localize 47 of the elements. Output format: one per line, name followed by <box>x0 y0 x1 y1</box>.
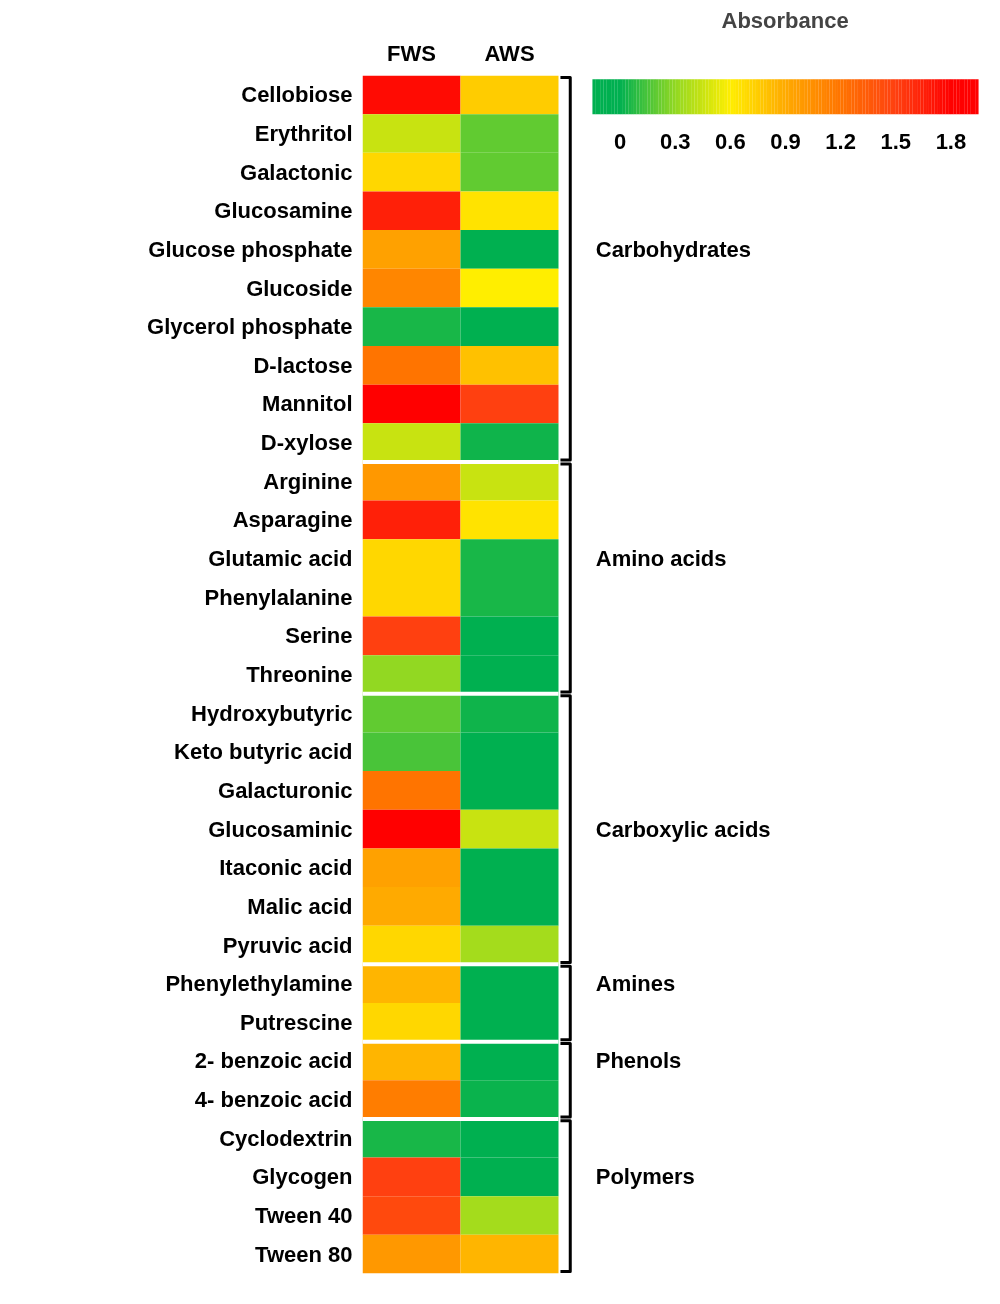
y-tick-label: Putrescine <box>240 1009 353 1035</box>
color-bar-title: Absorbance <box>721 7 849 33</box>
x-tick-label: FWS <box>387 40 436 66</box>
color-bar-label: 0.3 <box>659 128 691 154</box>
y-tick-label: Serine <box>285 623 353 649</box>
color-bar-label: 1.5 <box>880 128 912 154</box>
y-tick-label: Asparagine <box>232 507 353 533</box>
y-tick-label: Phenylalanine <box>204 584 353 610</box>
y-tick-label: Glucoside <box>246 275 353 301</box>
y-tick-label: Mannitol <box>262 391 353 417</box>
y-tick-label: Galactonic <box>240 159 353 185</box>
y-tick-label: 4- benzoic acid <box>194 1087 353 1113</box>
y-tick-label: Threonine <box>246 662 353 687</box>
y-tick-label: Phenylethylamine <box>165 971 353 997</box>
y-tick-label: Glycogen <box>252 1164 353 1190</box>
color-bar-label: 1.2 <box>825 128 856 154</box>
color-bar-label: 0.9 <box>770 128 801 154</box>
y-tick-label: Glycerol phosphate <box>147 314 353 340</box>
y2-tick-label: Amino acids <box>595 546 727 572</box>
y2-tick-label: Amines <box>595 971 676 997</box>
y-tick-label: Tween 40 <box>255 1203 353 1229</box>
y-tick-label: Itaconic acid <box>219 855 353 881</box>
y2-tick-label: Carbohydrates <box>595 236 752 262</box>
y-tick-label: Glucosaminic <box>208 816 353 842</box>
y-tick-label: Keto butyric acid <box>174 739 353 765</box>
y2-tick-label: Carboxylic acids <box>595 816 771 842</box>
color-bar-label: 0 <box>613 128 627 154</box>
color-bar-label: 1.8 <box>935 128 967 154</box>
y-tick-label: Tween 80 <box>255 1241 353 1267</box>
y-tick-label: D-xylose <box>260 430 353 456</box>
x-tick-label: AWS <box>484 40 535 66</box>
y-tick-label: Malic acid <box>247 893 353 919</box>
y-tick-label: Arginine <box>263 468 353 494</box>
y2-tick-label: Phenols <box>595 1048 682 1074</box>
y-tick-label: Glucosamine <box>214 198 353 224</box>
y-tick-label: Erythritol <box>254 120 353 146</box>
y2-tick-label: Polymers <box>595 1164 695 1190</box>
y-tick-label: Glutamic acid <box>208 546 353 572</box>
y-tick-label: D-lactose <box>253 352 353 378</box>
y-tick-label: Pyruvic acid <box>222 932 353 958</box>
y-tick-label: Cellobiose <box>241 82 353 108</box>
y-tick-label: Glucose phosphate <box>148 236 353 262</box>
y-tick-label: Galacturonic <box>218 777 353 803</box>
color-bar-label: 0.6 <box>715 128 746 154</box>
y-tick-label: 2- benzoic acid <box>194 1048 353 1074</box>
y-tick-label: Hydroxybutyric <box>191 700 353 726</box>
y-tick-label: Cyclodextrin <box>219 1125 353 1151</box>
